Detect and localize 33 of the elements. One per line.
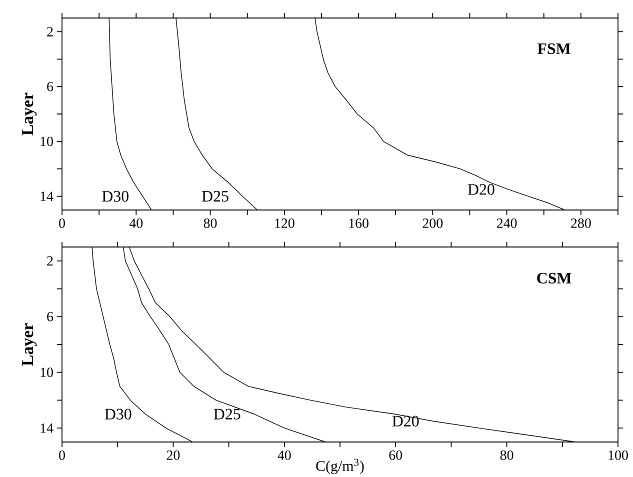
y-tick-label: 14: [40, 423, 54, 432]
x-tick-label: 120: [275, 218, 294, 228]
x-axis-title: C(g/m$^{3}$): [316, 458, 364, 474]
text: FSM: [537, 43, 570, 54]
series-label: D20: [468, 184, 494, 195]
x-tick-label: 0: [59, 218, 65, 228]
y-axis-title: Layer: [22, 323, 37, 366]
x-tick-label: 80: [500, 450, 514, 460]
x-tick-label: 100: [608, 450, 628, 460]
x-tick-label: 40: [129, 218, 143, 228]
series-label: D30: [102, 190, 128, 202]
y-tick-label: 6: [47, 312, 54, 322]
y-tick-label: 10: [40, 136, 53, 146]
x-tick-label: 280: [571, 218, 591, 228]
x-tick-label: 60: [389, 450, 402, 460]
x-tick-label: 200: [422, 218, 443, 228]
y-tick-label: 6: [47, 82, 54, 92]
x-tick-label: 0: [59, 450, 65, 460]
x-tick-label: 20: [166, 450, 180, 460]
series-label: D20: [392, 416, 419, 426]
x-tick-label: 80: [204, 218, 217, 228]
series-label: D25: [202, 190, 228, 202]
text: CSM: [537, 272, 572, 284]
x-tick-label: 160: [349, 218, 368, 228]
series-label: D30: [104, 408, 132, 420]
y-tick-label: 10: [40, 367, 53, 377]
series-label: D25: [214, 408, 240, 420]
y-axis-title: Layer: [22, 92, 37, 136]
x-tick-label: 40: [278, 450, 291, 460]
y-tick-label: 2: [47, 26, 53, 36]
y-tick-label: 14: [40, 191, 54, 201]
y-tick-label: 2: [47, 256, 53, 266]
x-tick-label: 240: [496, 218, 517, 228]
